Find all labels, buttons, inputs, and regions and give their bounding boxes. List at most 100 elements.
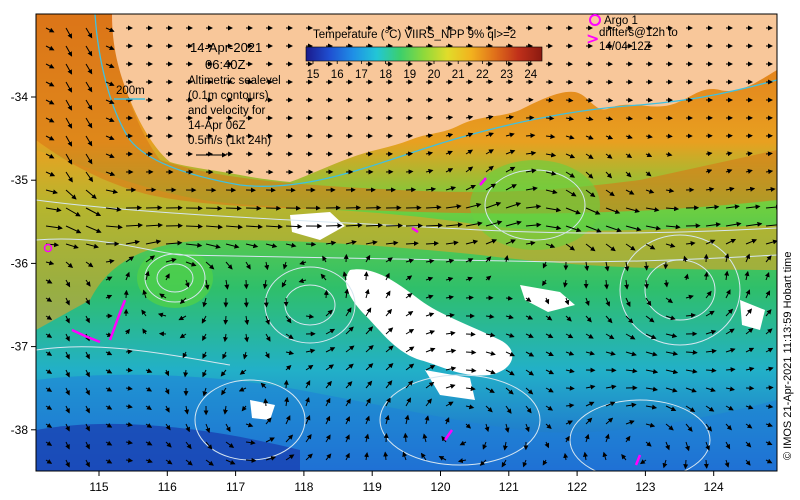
velocity-arrow	[65, 405, 70, 414]
velocity-arrow	[325, 434, 331, 443]
velocity-arrow	[85, 261, 94, 268]
velocity-arrow	[145, 458, 153, 464]
velocity-arrow	[445, 366, 457, 372]
velocity-arrow	[105, 422, 113, 428]
velocity-arrow	[165, 273, 170, 281]
velocity-arrow	[724, 459, 730, 468]
y-tick-label: -36	[11, 256, 29, 270]
velocity-arrow	[345, 434, 350, 443]
cloud-mask	[250, 400, 275, 420]
velocity-arrow	[425, 365, 436, 371]
velocity-arrow	[260, 382, 267, 389]
velocity-arrow	[505, 132, 515, 138]
velocity-arrow	[705, 329, 717, 335]
velocity-arrow	[425, 186, 437, 192]
velocity-arrow	[425, 204, 442, 210]
velocity-arrow	[665, 243, 676, 248]
velocity-arrow	[685, 240, 696, 246]
velocity-arrow	[245, 440, 256, 446]
velocity-arrow	[179, 297, 187, 305]
velocity-arrow	[585, 97, 594, 103]
velocity-arrow	[505, 220, 522, 227]
velocity-arrow	[485, 405, 493, 413]
velocity-arrow	[45, 135, 55, 141]
velocity-arrow	[502, 441, 508, 451]
eddy-green	[137, 248, 213, 308]
velocity-arrow	[465, 166, 474, 173]
velocity-arrow	[585, 417, 593, 425]
velocity-arrow	[545, 207, 562, 213]
velocity-arrow	[445, 258, 455, 264]
velocity-arrow	[663, 261, 669, 270]
velocity-arrow	[45, 351, 53, 356]
velocity-arrow	[425, 398, 432, 407]
velocity-arrow	[141, 309, 147, 317]
velocity-arrow	[145, 255, 156, 263]
velocity-arrow	[545, 170, 557, 176]
velocity-arrow	[685, 441, 690, 452]
velocity-arrow	[345, 326, 354, 335]
velocity-arrow	[45, 153, 55, 159]
velocity-arrow	[281, 279, 287, 288]
velocity-arrow	[745, 441, 752, 448]
velocity-arrow	[164, 387, 170, 395]
velocity-arrow	[445, 276, 454, 282]
velocity-arrow	[745, 221, 763, 227]
velocity-arrow	[485, 256, 492, 263]
velocity-arrow	[705, 367, 717, 373]
velocity-arrow	[505, 369, 515, 376]
velocity-arrow	[205, 243, 221, 249]
velocity-arrow	[725, 169, 733, 174]
velocity-arrow	[45, 441, 53, 446]
velocity-arrow	[639, 459, 647, 465]
velocity-arrow	[325, 453, 332, 461]
velocity-arrow	[705, 423, 713, 432]
x-tick-label: 121	[499, 480, 519, 494]
velocity-arrow	[565, 243, 576, 251]
velocity-arrow	[145, 222, 163, 228]
velocity-arrow	[342, 271, 348, 281]
velocity-arrow	[405, 363, 415, 371]
velocity-arrow	[305, 380, 311, 389]
velocity-arrow	[604, 433, 610, 443]
velocity-arrow	[405, 380, 414, 389]
velocity-arrow	[325, 364, 335, 371]
velocity-arrow	[85, 423, 90, 432]
velocity-arrow	[522, 459, 528, 468]
legend: Argo 1 > drifters@12h to 14/04 12Z	[586, 14, 678, 53]
velocity-arrow	[645, 404, 658, 410]
velocity-arrow	[765, 309, 772, 317]
velocity-arrow	[445, 150, 453, 156]
velocity-arrow	[45, 225, 63, 231]
velocity-arrow	[545, 115, 555, 121]
velocity-arrow	[565, 315, 572, 322]
velocity-arrow	[505, 405, 512, 414]
velocity-arrow	[745, 347, 755, 353]
velocity-arrow	[305, 453, 313, 461]
velocity-arrow	[145, 405, 152, 410]
velocity-arrow	[445, 401, 454, 407]
velocity-arrow	[505, 351, 516, 357]
velocity-arrow	[645, 243, 656, 250]
velocity-arrow	[545, 423, 552, 430]
velocity-arrow	[344, 288, 350, 299]
velocity-arrow	[425, 276, 434, 282]
velocity-arrow	[245, 224, 263, 230]
velocity-arrow	[125, 385, 133, 391]
info-block: 14-Apr-2021 06:40Z Altimetric sealevel (…	[188, 40, 281, 158]
velocity-arrow	[625, 171, 632, 178]
velocity-arrow	[685, 312, 696, 318]
velocity-arrow	[465, 202, 482, 209]
velocity-arrow	[204, 279, 210, 290]
velocity-arrow	[505, 295, 513, 301]
velocity-arrow	[645, 152, 653, 158]
velocity-arrow	[65, 369, 70, 378]
x-tick-label: 118	[294, 480, 313, 494]
velocity-arrow	[345, 222, 363, 228]
velocity-arrow	[545, 134, 556, 140]
velocity-arrow	[105, 404, 113, 410]
velocity-arrow	[665, 206, 680, 212]
velocity-arrow	[705, 405, 715, 412]
velocity-arrow	[264, 351, 270, 359]
